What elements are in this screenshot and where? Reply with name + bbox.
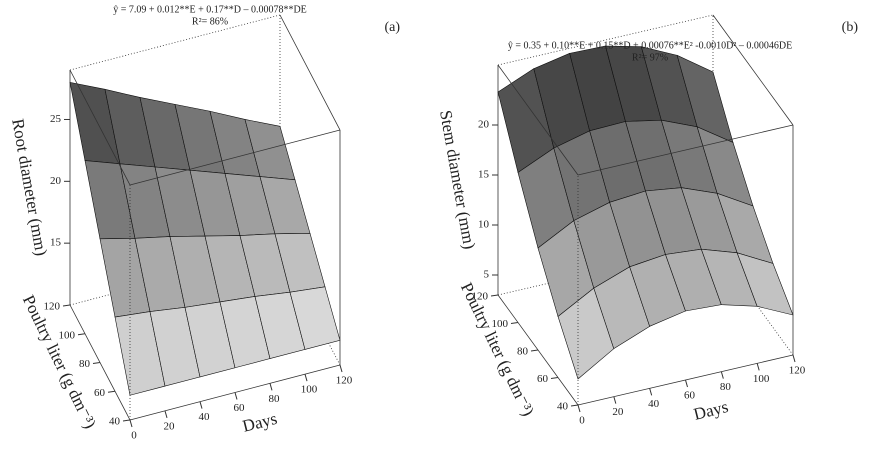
y-tick <box>550 377 559 379</box>
y-tick-label: 120 <box>472 291 489 303</box>
x-tick <box>304 374 308 382</box>
x-tick-label: 20 <box>164 420 176 432</box>
x-tick-label: 40 <box>199 411 211 423</box>
z-tick-label: 10 <box>478 219 490 231</box>
x-tick-label: 100 <box>301 384 318 396</box>
x-tick-label: 80 <box>269 393 281 405</box>
box-edge <box>497 14 714 66</box>
equation: ŷ = 0.35 + 0.10**E + 0.15**D + 0.00076**… <box>508 40 792 51</box>
box-edge <box>712 14 794 126</box>
y-tick-label: 60 <box>537 373 549 385</box>
box-edge <box>279 14 341 131</box>
y-tick <box>62 304 71 307</box>
r-squared: R²= 97% <box>632 52 668 63</box>
x-tick <box>649 388 653 396</box>
z-tick-label: 15 <box>50 237 62 249</box>
y-tick <box>570 404 579 407</box>
z-tick-label: 20 <box>50 175 62 187</box>
x-tick-label: 100 <box>753 373 770 385</box>
y-tick <box>490 294 499 297</box>
x-tick <box>164 410 168 418</box>
box-edge <box>69 69 131 186</box>
z-tick-label: 5 <box>484 269 490 281</box>
x-tick-label: 80 <box>720 381 732 393</box>
x-tick <box>129 419 133 428</box>
x-tick <box>339 364 343 373</box>
x-tick <box>756 363 760 371</box>
x-axis-label: Days <box>241 409 280 436</box>
x-tick-label: 0 <box>579 415 585 427</box>
equation: ŷ = 7.09 + 0.012**E + 0.17**D – 0.00078*… <box>113 4 307 15</box>
y-tick-label: 40 <box>557 401 569 413</box>
y-tick-label: 100 <box>59 329 76 341</box>
x-tick <box>792 354 796 363</box>
x-tick <box>199 401 203 409</box>
x-tick-label: 0 <box>131 430 137 442</box>
x-tick-label: 120 <box>789 365 806 377</box>
x-tick-label: 20 <box>612 406 624 418</box>
x-tick <box>613 396 617 404</box>
z-tick-label: 20 <box>478 119 490 131</box>
y-tick-label: 120 <box>44 301 61 313</box>
z-tick-label: 15 <box>478 169 490 181</box>
y-tick <box>92 362 101 364</box>
y-tick <box>530 349 539 352</box>
x-tick-label: 120 <box>336 375 353 387</box>
x-tick-label: 60 <box>684 390 696 402</box>
panel-label: (a) <box>384 20 400 35</box>
z-axis-label: Root diameter (mm) <box>8 117 51 257</box>
z-axis-label: Stem diameter (mm) <box>436 109 479 251</box>
z-tick-label: 25 <box>50 113 62 125</box>
x-tick <box>720 371 724 379</box>
y-tick-label: 80 <box>517 346 529 358</box>
y-tick-label: 40 <box>109 416 121 428</box>
box-edge <box>69 14 281 71</box>
surface-cell <box>736 252 794 316</box>
box-edge <box>577 124 794 176</box>
y-tick-label: 80 <box>79 358 91 370</box>
box-edge <box>129 129 341 186</box>
x-tick <box>577 404 581 413</box>
x-tick <box>685 379 688 388</box>
y-tick-label: 100 <box>492 318 509 330</box>
x-tick-label: 40 <box>648 398 660 410</box>
y-tick <box>510 322 519 324</box>
panel-label: (b) <box>842 20 859 35</box>
surface-cell <box>289 286 341 350</box>
y-tick-label: 60 <box>94 387 106 399</box>
box-edge <box>497 64 579 176</box>
y-tick <box>77 333 86 336</box>
x-axis-label: Days <box>692 397 731 424</box>
x-tick-label: 60 <box>234 402 246 414</box>
x-tick <box>269 383 273 391</box>
r-squared: R²= 86% <box>192 16 228 27</box>
y-tick <box>107 390 116 393</box>
y-tick <box>122 419 131 422</box>
x-tick <box>234 392 238 400</box>
